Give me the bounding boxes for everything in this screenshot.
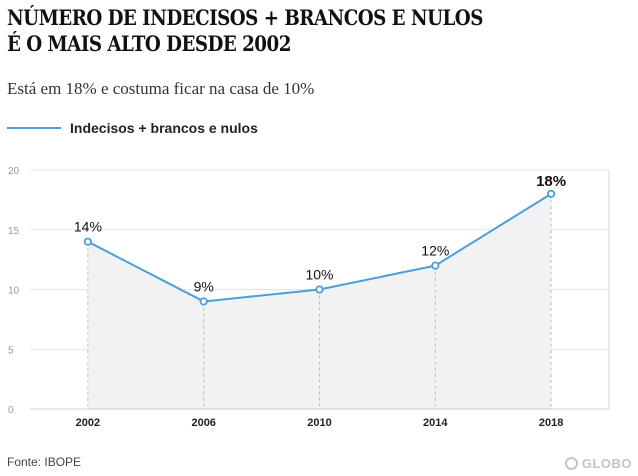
chart-title-line-1: NÚMERO DE INDECISOS + BRANCOS E NULOS — [7, 5, 483, 30]
y-tick-label-0: 0 — [8, 405, 14, 416]
chart-title: NÚMERO DE INDECISOS + BRANCOS E NULOS É … — [7, 5, 546, 57]
data-label-2010: 10% — [305, 267, 333, 283]
chart-title-line-2: É O MAIS ALTO DESDE 2002 — [7, 31, 291, 56]
brand-logo-text: GLOBO — [581, 456, 632, 471]
data-point-2018 — [546, 189, 556, 199]
x-tick-label-2006: 2006 — [191, 417, 215, 429]
line-chart: 0 5 10 15 20 14% 2002 9% 2006 10% 2010 12% 2014 18% 20… — [8, 166, 610, 429]
data-point-2002 — [83, 237, 93, 246]
brand-logo: GLOBO — [564, 456, 632, 471]
x-tick-label-2014: 2014 — [423, 417, 448, 429]
data-label-2006: 9% — [194, 278, 214, 294]
data-point-2014 — [431, 261, 440, 270]
x-tick-label-2010: 2010 — [307, 417, 331, 429]
data-label-2014: 12% — [421, 243, 449, 259]
y-tick-label-20: 20 — [8, 166, 20, 177]
brand-logo-o-mark — [564, 457, 578, 470]
source-note: Fonte: IBOPE — [7, 455, 82, 469]
chart-legend: Indecisos + brancos e nulos — [7, 120, 258, 136]
y-tick-label-10: 10 — [8, 286, 20, 297]
legend-swatch-line — [7, 127, 61, 129]
x-tick-label-2018: 2018 — [539, 417, 563, 429]
data-point-2006 — [199, 297, 208, 306]
y-tick-label-5: 5 — [8, 345, 14, 356]
legend-label: Indecisos + brancos e nulos — [70, 120, 258, 136]
data-point-2010 — [315, 285, 324, 294]
chart-subtitle: Está em 18% e costuma ficar na casa de 1… — [7, 79, 315, 98]
area-fill — [87, 193, 552, 409]
data-label-2018: 18% — [536, 173, 566, 190]
y-tick-label-15: 15 — [8, 226, 20, 237]
x-tick-label-2002: 2002 — [76, 417, 100, 429]
data-label-2002: 14% — [74, 219, 102, 235]
